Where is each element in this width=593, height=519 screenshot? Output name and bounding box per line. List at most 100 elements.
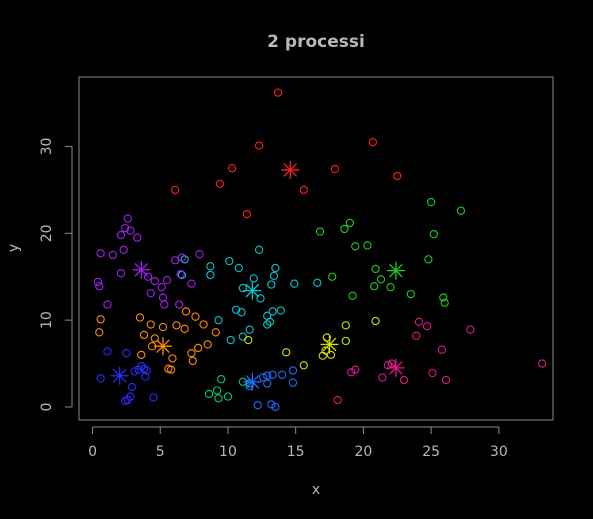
centroid-marker	[243, 372, 262, 391]
data-point	[340, 224, 349, 234]
y-tick-label: 0	[39, 403, 55, 412]
data-point	[166, 365, 176, 374]
data-point	[437, 345, 447, 354]
data-point	[267, 400, 276, 409]
data-point	[177, 270, 187, 280]
data-point	[326, 350, 336, 360]
data-point	[426, 197, 436, 207]
data-point	[237, 308, 246, 317]
data-point	[231, 305, 241, 314]
data-point	[363, 241, 372, 250]
data-point	[195, 249, 204, 259]
data-point	[245, 325, 254, 334]
data-point	[127, 382, 136, 392]
x-axis: 0 5 10 15 20 25 30	[88, 426, 508, 460]
data-point	[271, 402, 280, 412]
data-point	[299, 185, 308, 195]
x-tick-label: 25	[422, 444, 440, 460]
data-point	[466, 325, 475, 334]
data-point	[181, 307, 191, 316]
data-point	[206, 270, 215, 280]
data-point	[269, 271, 279, 281]
chart-title: 2 processi	[267, 32, 365, 52]
data-point	[315, 227, 325, 236]
data-point	[412, 331, 421, 340]
data-point	[299, 361, 308, 370]
centroid-ray	[389, 361, 403, 375]
data-point	[328, 272, 337, 281]
centroid-marker	[386, 261, 405, 280]
data-point	[214, 315, 223, 325]
data-point	[203, 340, 212, 349]
data-point	[176, 269, 185, 279]
data-point	[414, 317, 424, 327]
x-tick-label: 0	[88, 444, 97, 460]
data-point	[376, 275, 386, 284]
data-point	[254, 141, 264, 150]
data-point	[422, 322, 432, 331]
y-axis: 0 10 20 30	[39, 138, 73, 412]
data-point	[333, 395, 342, 405]
data-point	[259, 373, 268, 382]
data-point	[130, 367, 139, 376]
y-axis-label: y	[6, 244, 22, 252]
data-point	[149, 393, 158, 402]
centroid-marker	[281, 160, 300, 179]
data-point	[282, 348, 291, 357]
data-point	[175, 300, 184, 309]
centroid-marker	[132, 260, 151, 279]
data-point	[268, 307, 277, 316]
data-point	[383, 361, 392, 370]
data-point	[345, 218, 355, 228]
data-point	[142, 366, 151, 375]
data-point	[187, 279, 196, 288]
data-point	[143, 272, 153, 281]
data-point	[386, 282, 395, 292]
data-point	[177, 253, 187, 262]
x-axis-label: x	[312, 482, 320, 498]
data-point	[126, 226, 135, 235]
data-point	[103, 300, 112, 309]
y-tick-label: 20	[39, 224, 55, 242]
data-point	[122, 348, 131, 358]
data-point	[146, 289, 155, 298]
data-point	[191, 312, 200, 321]
data-point	[371, 316, 380, 326]
data-point	[424, 255, 433, 264]
data-point	[95, 328, 104, 337]
data-point	[211, 328, 220, 337]
data-point	[180, 324, 189, 333]
x-tick-label: 5	[156, 444, 165, 460]
data-point	[265, 317, 275, 327]
data-point	[212, 386, 222, 395]
data-point	[95, 282, 104, 291]
data-point	[406, 289, 415, 299]
data-point	[120, 223, 130, 233]
x-tick-label: 20	[354, 444, 372, 460]
data-point	[158, 322, 168, 332]
data-point	[348, 291, 357, 300]
data-point	[103, 347, 112, 356]
data-point	[226, 335, 235, 345]
data-points	[93, 88, 547, 412]
data-point	[188, 356, 197, 366]
data-point	[370, 282, 379, 291]
cluster-centroids	[110, 160, 405, 391]
data-point	[253, 401, 262, 410]
data-point	[371, 264, 380, 274]
data-point	[116, 269, 126, 278]
data-point	[341, 321, 350, 330]
data-point	[133, 233, 142, 242]
centroid-ray	[245, 374, 260, 389]
data-point	[135, 313, 145, 322]
centroid-marker	[386, 358, 405, 377]
data-point	[428, 368, 437, 378]
data-point	[225, 256, 234, 266]
centroid-marker	[110, 366, 129, 385]
data-point	[347, 368, 356, 377]
data-point	[242, 210, 252, 219]
data-point	[330, 164, 340, 174]
centroid-ray	[322, 337, 337, 352]
